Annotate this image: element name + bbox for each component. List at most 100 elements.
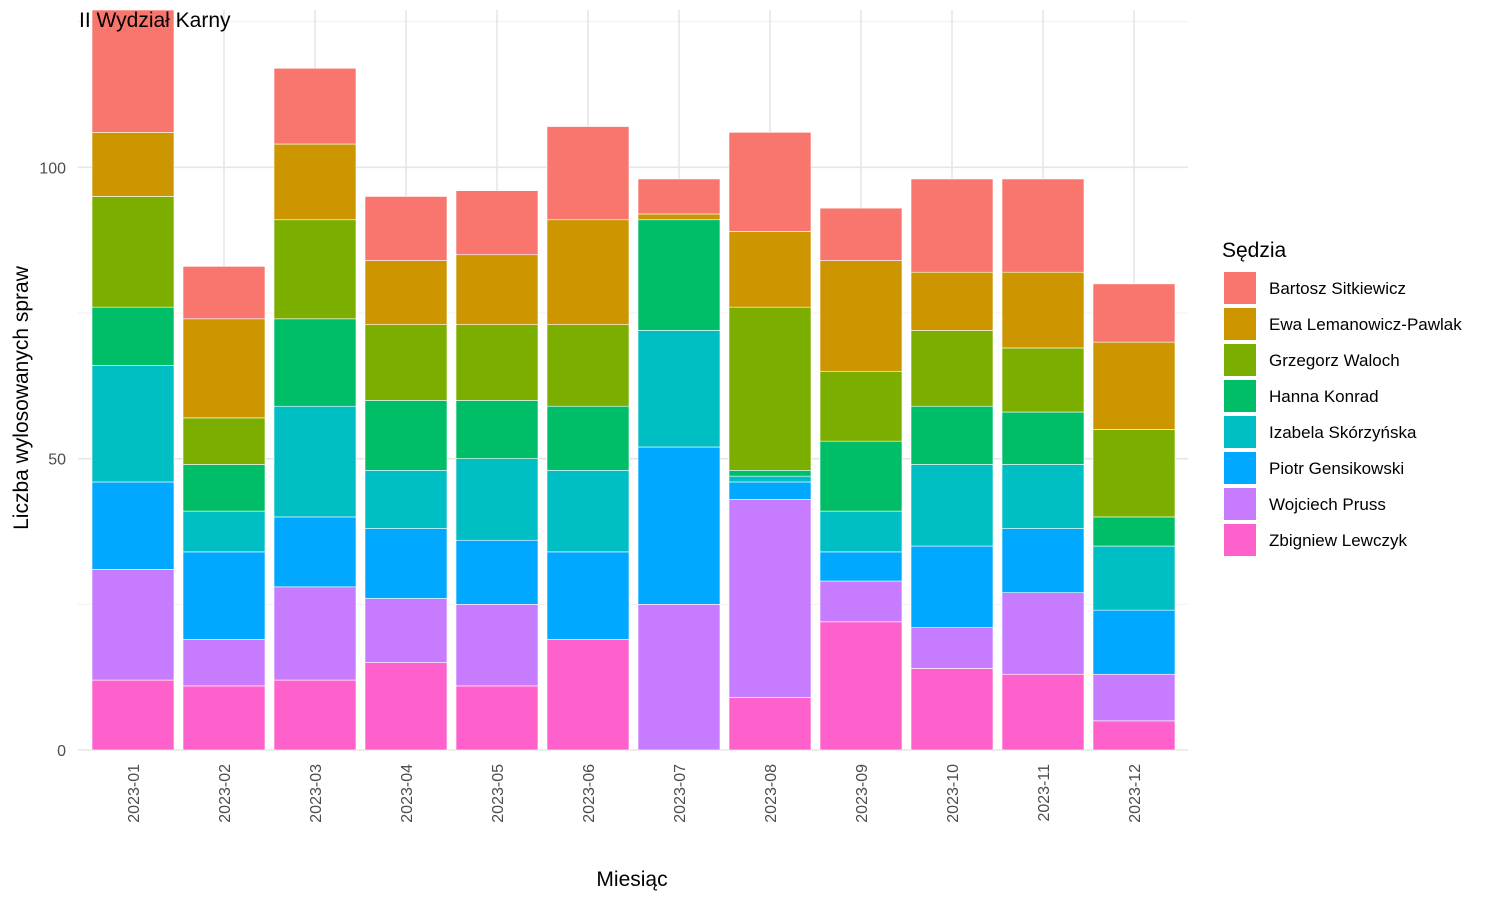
bar-segment (455, 604, 539, 687)
bar-segment (728, 132, 812, 232)
bar-segment (546, 219, 630, 325)
legend-key (1224, 416, 1256, 448)
bar-segment (455, 400, 539, 459)
legend-key (1224, 452, 1256, 484)
bar-segment (1001, 464, 1085, 529)
bar-segment (455, 324, 539, 401)
legend-label: Ewa Lemanowicz-Pawlak (1269, 315, 1462, 334)
x-tick-label: 2023-04 (399, 764, 416, 823)
legend-title: Sędzia (1222, 239, 1287, 262)
bar-segment (1001, 411, 1085, 465)
bar-segment (819, 551, 903, 582)
bar-segment (546, 405, 630, 471)
legend-label: Wojciech Pruss (1269, 495, 1386, 514)
bar-segment (273, 219, 357, 320)
bar-segment (1092, 545, 1176, 611)
bar-segment (455, 254, 539, 325)
bar-segment (728, 475, 812, 483)
x-tick-label: 2023-06 (581, 764, 598, 823)
bar-segment (1001, 178, 1085, 273)
bar-segment (91, 679, 175, 751)
bar-segment (364, 324, 448, 401)
bar-segment (546, 324, 630, 407)
x-axis-title: Miesiąc (596, 868, 667, 891)
bar-segment (910, 271, 994, 331)
bar-segment (182, 551, 266, 640)
bar-segment (455, 539, 539, 605)
bar-segment (819, 580, 903, 623)
x-tick-label: 2023-09 (854, 764, 871, 823)
bar-segment (273, 586, 357, 681)
x-tick-label: 2023-05 (490, 764, 507, 823)
bar-segment (637, 330, 721, 448)
bar-segment (364, 260, 448, 325)
x-tick-label: 2023-11 (1036, 764, 1053, 822)
x-axis-ticks: 2023-01 2023-02 2023-03 2023-04 2023-05 2023-… (126, 764, 1144, 823)
bar-segment (1092, 341, 1176, 430)
bar-segment (364, 400, 448, 471)
legend-key (1224, 524, 1256, 556)
bar-segment (910, 627, 994, 669)
bar-segment (910, 464, 994, 547)
bar-segment (637, 213, 721, 221)
bar-segment (728, 231, 812, 308)
bar-segment (364, 598, 448, 663)
bar-segment (1001, 528, 1085, 593)
x-tick-label: 2023-10 (945, 764, 962, 823)
bar-segment (364, 662, 448, 751)
legend: Sędzia Bartosz Sitkiewicz Ewa Lemanowicz-… (1222, 239, 1462, 556)
chart-title: II Wydział Karny (79, 9, 231, 32)
bar-segment (273, 679, 357, 751)
x-tick-label: 2023-12 (1127, 764, 1144, 823)
legend-items: Bartosz Sitkiewicz Ewa Lemanowicz-Pawlak G… (1224, 272, 1462, 556)
bar-segment (1001, 673, 1085, 751)
bar-segment (182, 685, 266, 751)
legend-key (1224, 272, 1256, 304)
bar-segment (546, 638, 630, 751)
bar-segment (728, 697, 812, 751)
bar-segment (91, 132, 175, 197)
legend-key (1224, 380, 1256, 412)
x-tick-label: 2023-03 (308, 764, 325, 823)
legend-key (1224, 488, 1256, 520)
bar-segment (819, 207, 903, 261)
bar-segment (637, 604, 721, 751)
y-tick-label: 100 (39, 160, 66, 177)
bar-segment (1092, 516, 1176, 547)
bar-segment (273, 516, 357, 588)
bar-segment (819, 621, 903, 751)
bar-segment (910, 330, 994, 407)
bar-segment (1092, 673, 1176, 722)
x-tick-label: 2023-08 (763, 764, 780, 823)
bar-segment (1092, 429, 1176, 518)
x-tick-label: 2023-02 (217, 764, 234, 823)
bar-segment (182, 638, 266, 687)
bar-segment (1092, 283, 1176, 343)
legend-label: Bartosz Sitkiewicz (1269, 279, 1406, 298)
bar-segment (728, 481, 812, 500)
bar-segment (455, 458, 539, 541)
bar-segment (182, 417, 266, 465)
bar-segment (273, 405, 357, 518)
bar-segment (91, 196, 175, 308)
legend-label: Zbigniew Lewczyk (1269, 531, 1407, 550)
bar-segment (182, 318, 266, 419)
bar-segment (819, 260, 903, 372)
bar-segment (455, 190, 539, 256)
bar-segment (728, 499, 812, 698)
bar-segment (182, 510, 266, 553)
y-axis-title: Liczba wylosowanych spraw (10, 265, 33, 530)
bar-segment (182, 464, 266, 512)
bar-segment (546, 551, 630, 640)
bar-segment (819, 510, 903, 553)
bar-segment (546, 470, 630, 553)
y-tick-label: 50 (48, 452, 66, 469)
bar-segment (1001, 347, 1085, 413)
legend-label: Grzegorz Waloch (1269, 351, 1400, 370)
bar-segment (910, 178, 994, 273)
bar-segment (728, 470, 812, 477)
bar-segment (182, 266, 266, 320)
bar-segment (91, 569, 175, 681)
bar-segment (637, 219, 721, 331)
